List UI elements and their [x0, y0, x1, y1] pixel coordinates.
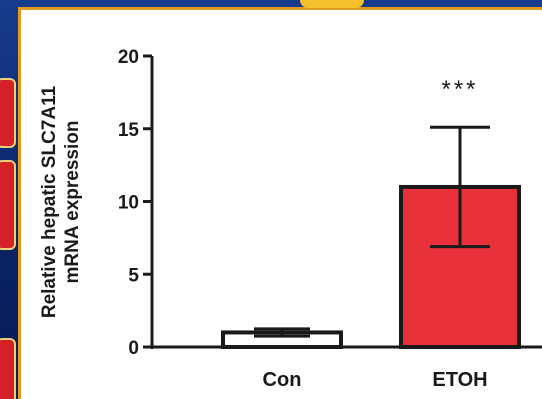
y-tick-label: 5 [128, 265, 139, 286]
y-axis-label-line-2: mRNA expression [62, 121, 83, 284]
significance-marker: *** [441, 76, 478, 103]
x-tick-label-etoh: ETOH [432, 369, 487, 391]
side-tab-1 [0, 78, 16, 148]
y-tick-label: 0 [128, 338, 139, 359]
top-accent-decoration [300, 0, 364, 8]
y-axis-label-line-1: Relative hepatic SLC7A11 [39, 85, 60, 318]
y-tick-label: 20 [118, 47, 139, 68]
y-tick-label: 15 [118, 120, 140, 141]
chart-bars [221, 125, 521, 350]
chart-labels: Con ETOH *** [263, 76, 488, 391]
y-axis-label: Relative hepatic SLC7A11 mRNA expression [39, 85, 83, 318]
side-tab-3 [0, 338, 16, 399]
side-tab-2 [0, 160, 16, 250]
y-tick-label: 10 [118, 193, 139, 214]
x-tick-label-con: Con [263, 369, 302, 391]
